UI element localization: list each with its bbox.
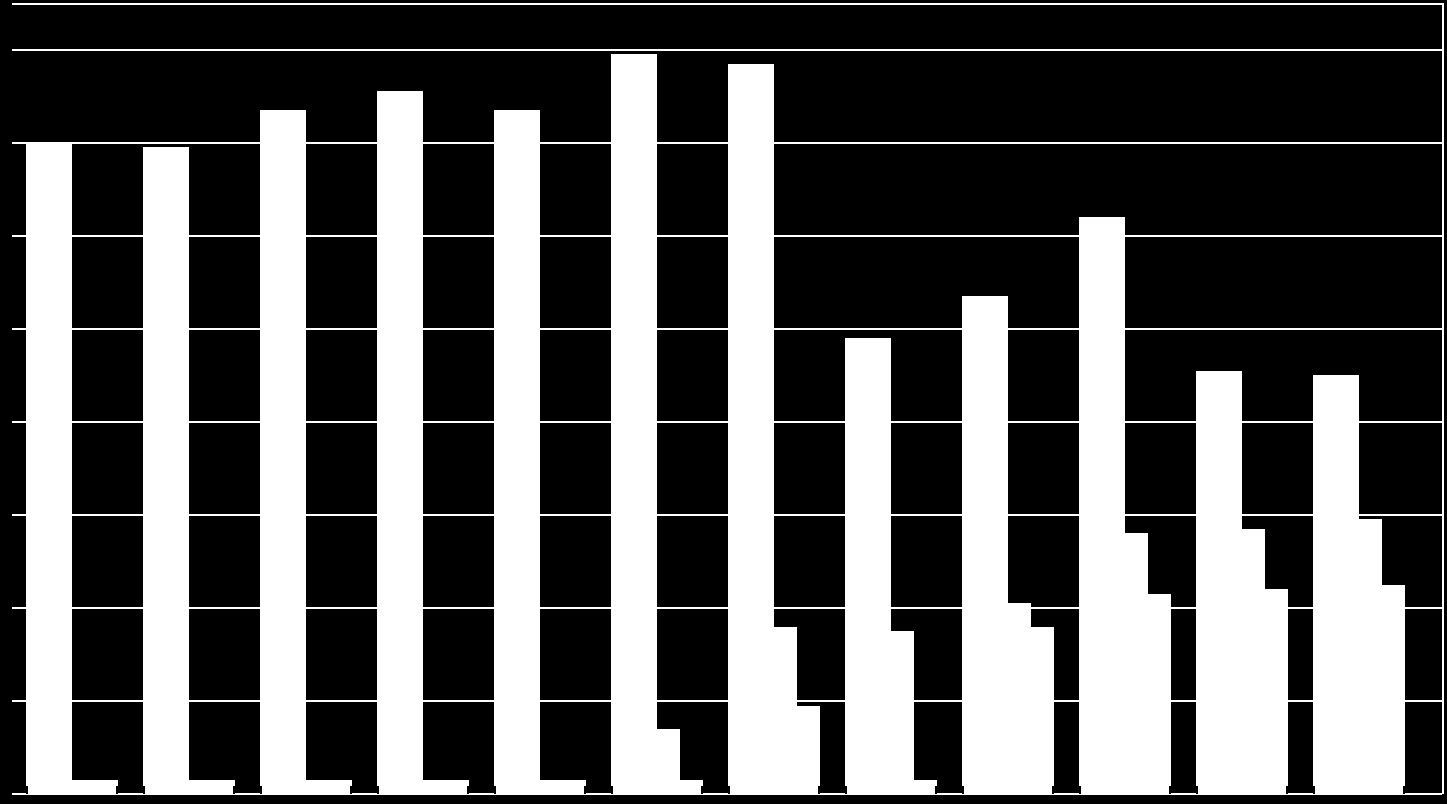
bar-primary — [494, 110, 540, 794]
x-tick-segment — [494, 786, 586, 794]
bar-primary — [260, 110, 306, 794]
x-tick-segment — [143, 786, 235, 794]
x-tick-segment — [1313, 786, 1405, 794]
x-tick-segment — [962, 786, 1054, 794]
chart-root — [0, 0, 1447, 804]
x-tick-segment — [728, 786, 820, 794]
bar-primary — [1313, 375, 1359, 794]
bar-secondary — [1242, 529, 1265, 794]
bar-secondary — [774, 627, 797, 795]
bar-secondary — [1031, 627, 1054, 795]
bar-secondary — [891, 631, 914, 794]
bar-primary — [143, 147, 189, 794]
x-axis-tick-strip — [12, 786, 1442, 794]
gridline — [12, 328, 1442, 330]
bar-primary — [1196, 371, 1242, 794]
bar-secondary — [1265, 589, 1288, 794]
bar-primary — [26, 143, 72, 794]
bar-primary — [962, 296, 1008, 794]
plot-area — [12, 3, 1444, 794]
bar-secondary — [1359, 519, 1382, 794]
bar-secondary — [1382, 585, 1405, 794]
x-tick-segment — [260, 786, 352, 794]
x-tick-segment — [1079, 786, 1171, 794]
x-tick-segment — [1196, 786, 1288, 794]
bar-primary — [377, 91, 423, 794]
gridline — [12, 49, 1442, 51]
x-tick-segment — [611, 786, 703, 794]
bar-primary — [845, 338, 891, 794]
bar-primary — [1079, 217, 1125, 794]
bar-primary — [728, 64, 774, 795]
gridline — [12, 142, 1442, 144]
x-tick-segment — [377, 786, 469, 794]
x-tick-segment — [845, 786, 937, 794]
bar-secondary — [1008, 603, 1031, 794]
bar-secondary — [1125, 533, 1148, 794]
bar-primary — [611, 54, 657, 794]
x-tick-segment — [26, 786, 118, 794]
gridline — [12, 235, 1442, 237]
bar-secondary — [1148, 594, 1171, 794]
bar-secondary — [797, 706, 820, 794]
bar-secondary — [657, 729, 680, 794]
